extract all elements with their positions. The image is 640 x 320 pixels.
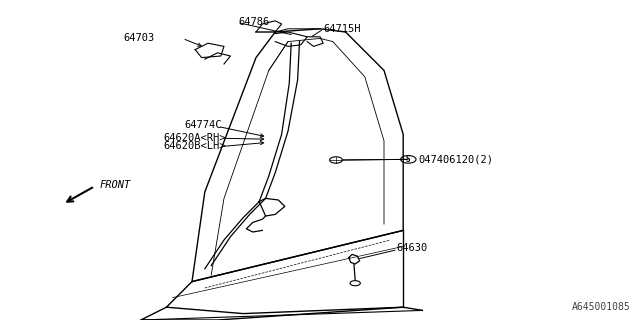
Text: 64774C: 64774C xyxy=(184,120,222,131)
Text: 64620A<RH>: 64620A<RH> xyxy=(163,132,226,143)
Text: 64786: 64786 xyxy=(238,17,269,27)
Text: FRONT: FRONT xyxy=(99,180,131,190)
Text: A645001085: A645001085 xyxy=(572,302,630,312)
Text: 64715H: 64715H xyxy=(323,24,361,34)
Text: 64620B<LH>: 64620B<LH> xyxy=(163,141,226,151)
Text: 047406120(2): 047406120(2) xyxy=(418,154,493,164)
Text: S: S xyxy=(406,155,411,164)
Text: 64630: 64630 xyxy=(397,243,428,253)
Text: 64703: 64703 xyxy=(123,33,154,43)
